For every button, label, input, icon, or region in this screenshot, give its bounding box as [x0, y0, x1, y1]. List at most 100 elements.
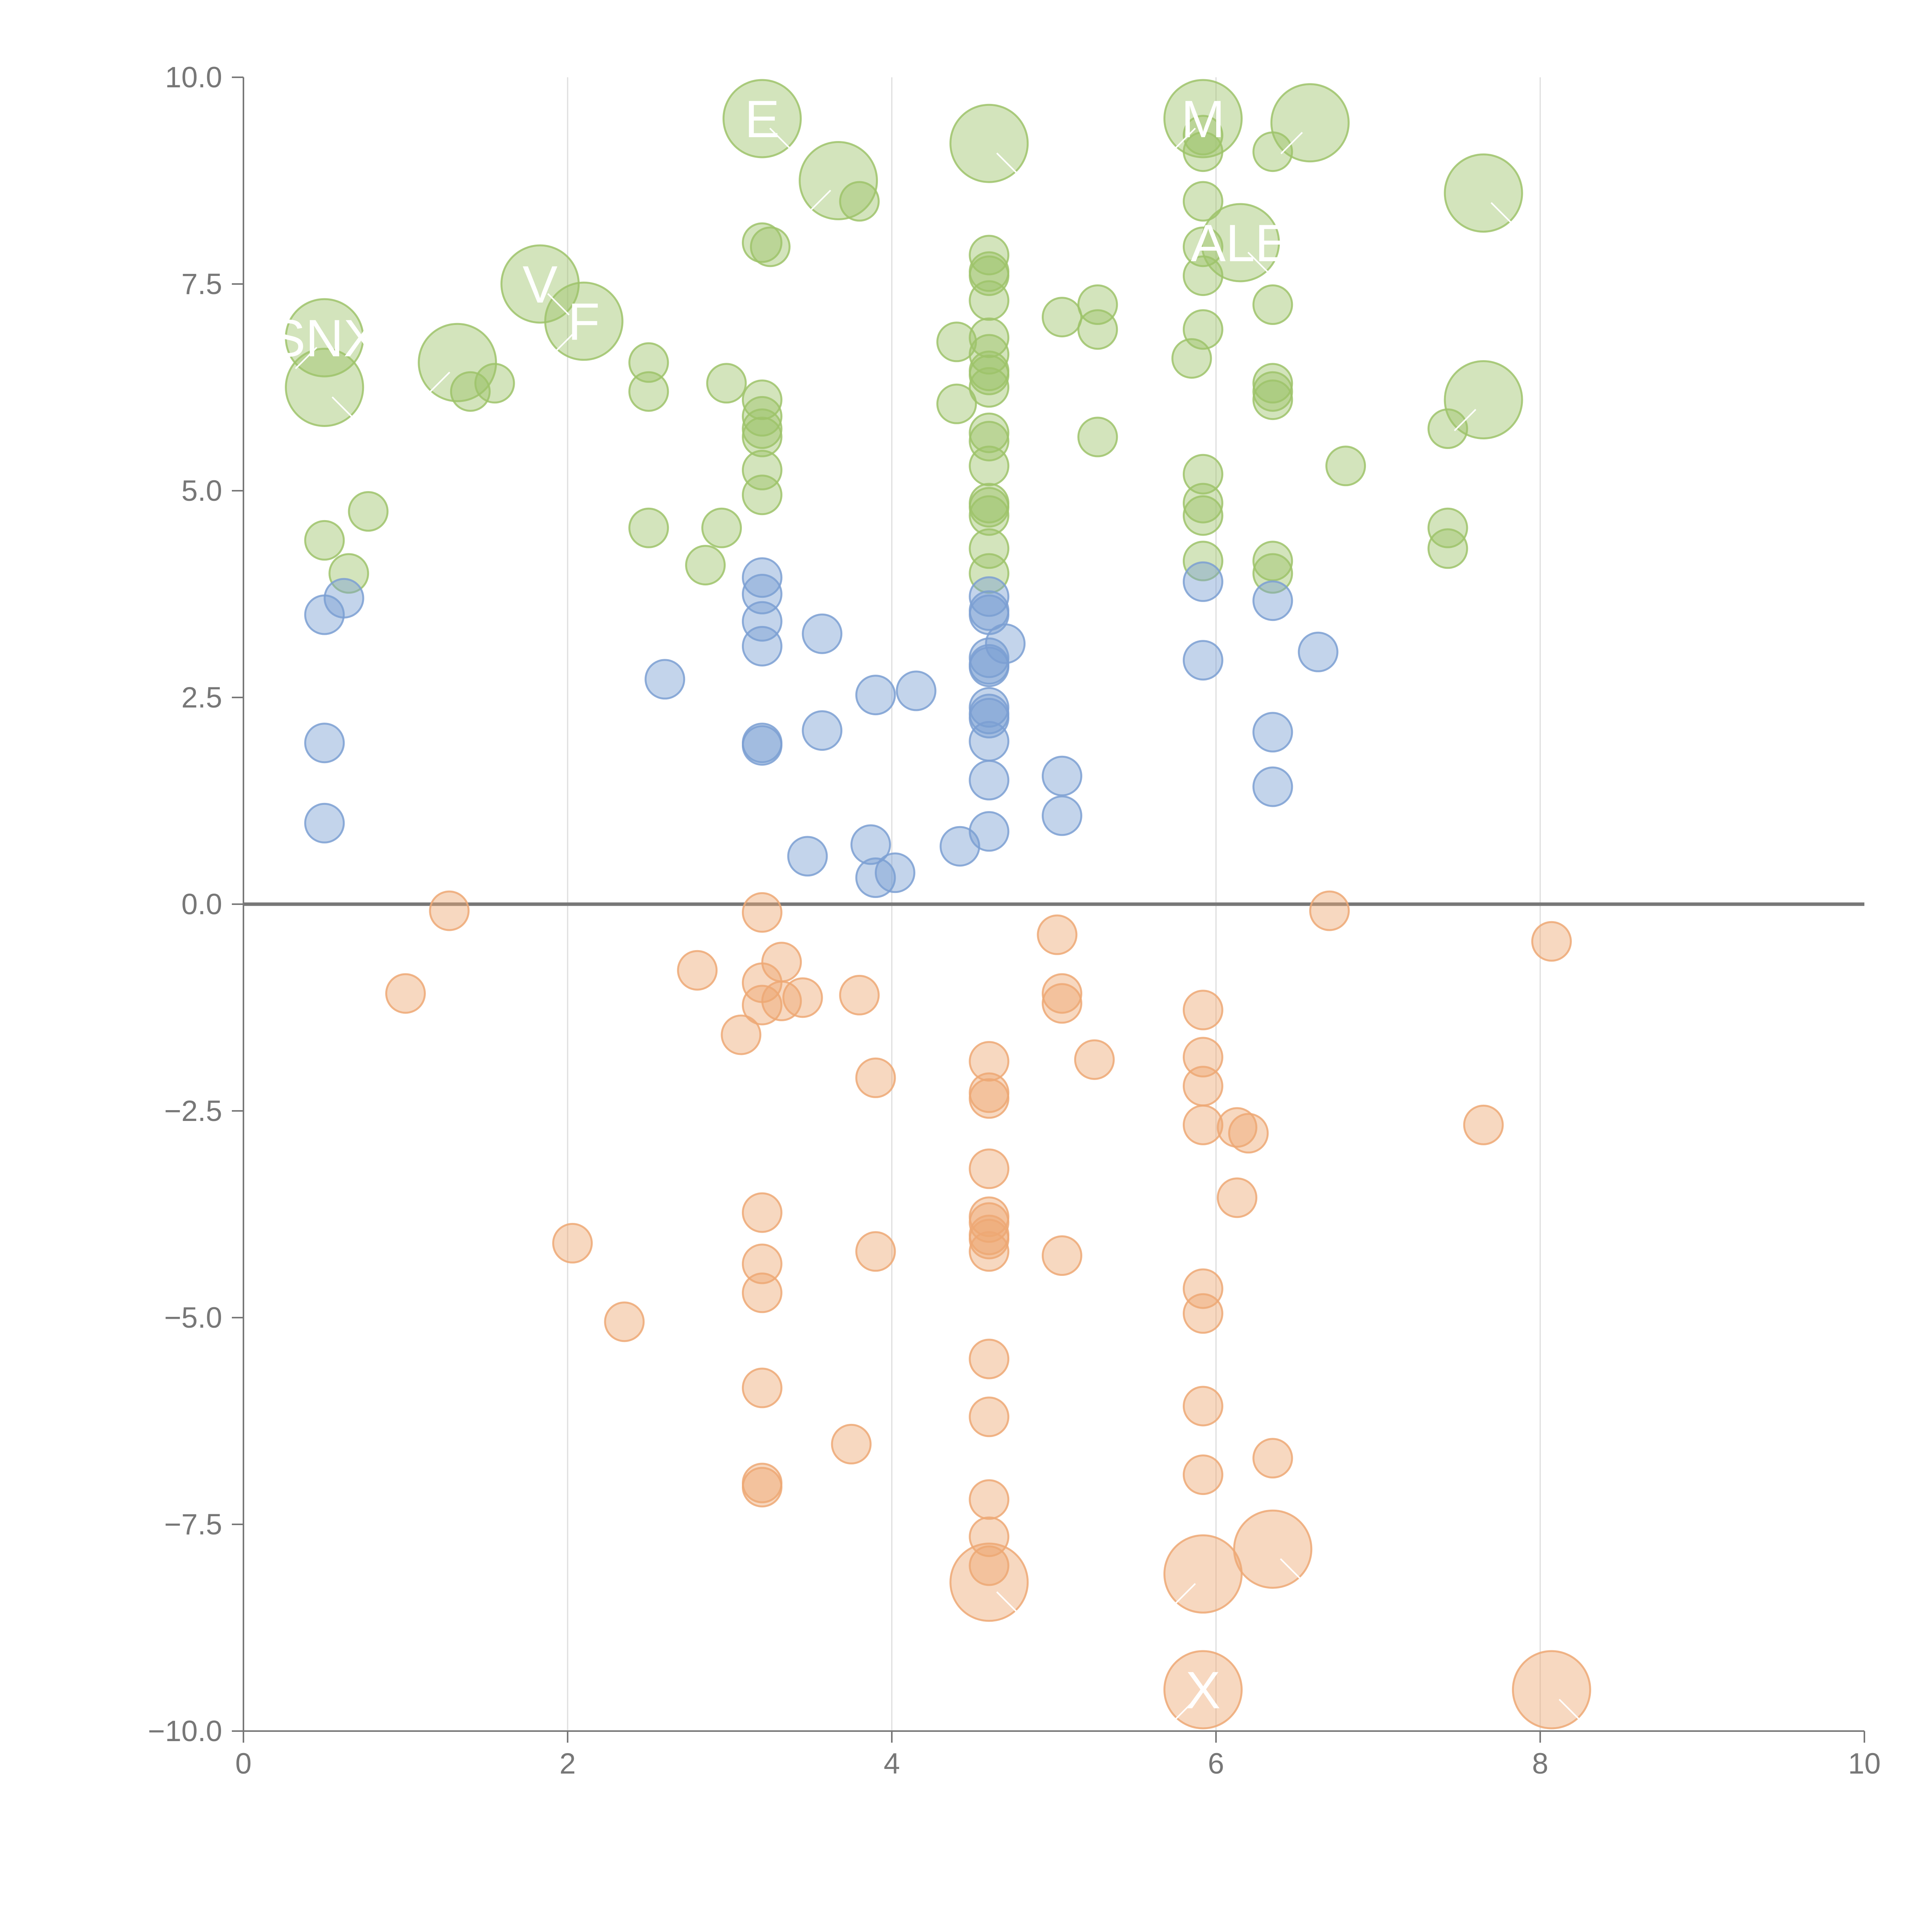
point-low-12: [742, 1367, 782, 1408]
point-low-35: [969, 1545, 1010, 1586]
y-tick-label-0: 10.0: [165, 61, 222, 94]
labeled-point-16: [1163, 1650, 1243, 1730]
point-low-19: [839, 975, 880, 1015]
point-high-61: [1325, 446, 1366, 486]
leader-line-2: [428, 371, 451, 394]
point-high-30: [969, 367, 1010, 408]
point-high-63: [1427, 507, 1468, 548]
point-low-37: [1041, 973, 1082, 1014]
point-high-1: [328, 553, 369, 594]
point-low-2: [552, 1223, 593, 1264]
leader-line-17: [1558, 1699, 1581, 1721]
labeled-point-14: [1163, 1534, 1243, 1614]
point-high-44: [1182, 115, 1223, 156]
labeled-point-12: [1444, 360, 1523, 440]
point-label-8: M: [1181, 90, 1225, 148]
point-mid-11: [787, 836, 828, 877]
point-low-55: [1531, 921, 1572, 962]
point-low-31: [969, 1338, 1010, 1379]
point-high-27: [969, 334, 1010, 375]
labeled-point-13: [949, 1543, 1029, 1622]
point-mid-1: [323, 578, 364, 619]
point-low-34: [969, 1516, 1010, 1557]
point-mid-39: [1252, 766, 1293, 807]
point-low-21: [855, 1231, 896, 1272]
labels-layer: SNX VF E M ALE X: [270, 90, 1581, 1721]
point-low-30: [969, 1231, 1010, 1272]
point-high-10: [706, 363, 747, 404]
point-low-44: [1182, 1104, 1223, 1145]
labeled-point-8: [1163, 79, 1243, 158]
point-low-1: [429, 890, 470, 931]
labeled-point-6: [799, 141, 878, 220]
x-tick-label-4: 8: [1532, 1747, 1548, 1780]
leader-line-5: [769, 128, 792, 150]
point-low-41: [1182, 990, 1223, 1031]
point-mid-2: [304, 723, 345, 764]
point-mid-3: [304, 803, 345, 844]
point-mid-18: [896, 670, 937, 711]
leader-line-10: [1280, 132, 1303, 155]
point-high-58: [1252, 379, 1293, 420]
point-label-16: X: [1185, 1661, 1221, 1719]
point-high-62: [1427, 408, 1468, 449]
point-low-3: [604, 1301, 645, 1342]
point-high-40: [1077, 284, 1118, 325]
leader-line-0: [295, 347, 318, 369]
point-low-18: [831, 1423, 872, 1464]
labeled-point-5: [722, 79, 802, 158]
point-high-22: [969, 235, 1010, 276]
point-low-48: [1182, 1454, 1223, 1495]
leader-line-1: [332, 396, 354, 419]
point-high-2: [348, 491, 389, 532]
point-mid-31: [969, 811, 1010, 852]
point-high-20: [936, 321, 977, 362]
y-tick-label-1: 7.5: [181, 268, 222, 301]
point-high-47: [1182, 226, 1223, 267]
point-high-36: [969, 495, 1010, 536]
point-high-14: [742, 396, 782, 437]
point-low-5: [721, 1014, 762, 1055]
leader-line-13: [996, 1591, 1019, 1614]
leader-line-4: [554, 330, 577, 353]
point-high-16: [742, 417, 782, 457]
point-low-16: [761, 980, 802, 1021]
point-mid-37: [1252, 580, 1293, 621]
point-high-24: [969, 255, 1010, 296]
point-high-64: [1427, 528, 1468, 569]
point-low-20: [855, 1057, 896, 1098]
point-low-45: [1182, 1268, 1223, 1309]
point-low-17: [782, 977, 823, 1018]
labeled-point-4: [544, 281, 624, 361]
point-mid-8: [742, 626, 782, 667]
point-mid-14: [850, 824, 891, 865]
point-high-46: [1182, 181, 1223, 222]
point-low-51: [1217, 1177, 1258, 1218]
labeled-point-11: [1444, 153, 1523, 233]
point-high-37: [969, 528, 1010, 569]
point-low-43: [1182, 1066, 1223, 1107]
point-mid-30: [969, 760, 1010, 801]
point-label-3: V: [522, 255, 558, 314]
x-tick-label-5: 10: [1848, 1747, 1881, 1780]
point-low-4: [677, 950, 718, 991]
point-low-29: [969, 1219, 1010, 1260]
point-high-26: [969, 317, 1010, 358]
point-low-38: [1041, 983, 1082, 1024]
point-high-6: [628, 371, 669, 412]
axis-layer: 0 2 4 6 8 10 10.0 7.5 5.0 2.5 0.0 −2.5 −5.0 −7.5 −10.0: [148, 61, 1881, 1780]
labeled-point-9: [1201, 203, 1280, 282]
point-high-25: [969, 280, 1010, 321]
point-low-54: [1463, 1104, 1504, 1145]
point-mid-7: [742, 601, 782, 642]
point-high-29: [969, 354, 1010, 395]
point-low-42: [1182, 1037, 1223, 1078]
point-high-52: [1182, 495, 1223, 536]
point-low-27: [969, 1202, 1010, 1243]
point-low-24: [969, 1078, 1010, 1119]
point-mid-20: [969, 576, 1010, 617]
point-high-49: [1182, 309, 1223, 350]
point-mid-35: [1182, 561, 1223, 602]
point-low-11: [742, 1272, 782, 1313]
point-low-32: [969, 1396, 1010, 1437]
